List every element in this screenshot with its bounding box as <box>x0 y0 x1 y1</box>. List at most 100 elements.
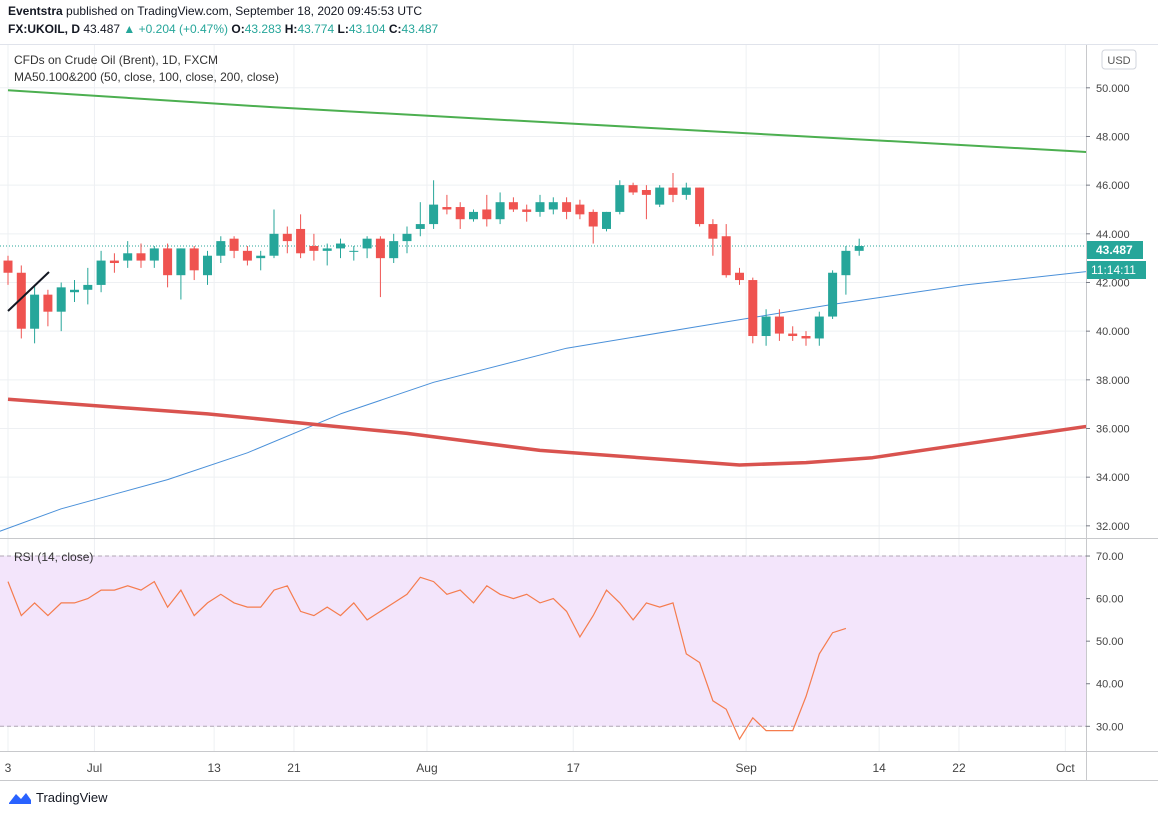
time-tick-label: 14 <box>872 761 886 775</box>
price-tag-text: 43.487 <box>1096 243 1133 257</box>
rsi-line <box>7 576 847 741</box>
chart-frame <box>0 44 1158 781</box>
time-tick-label: Sep <box>735 761 757 775</box>
candle-body <box>841 250 851 276</box>
price-change: +0.204 (+0.47%) <box>138 22 229 36</box>
candle-body <box>429 204 439 225</box>
candle-body <box>495 202 505 220</box>
price-tick-label: 36.000 <box>1096 423 1130 435</box>
rsi-pane <box>7 576 847 741</box>
candle-body <box>203 255 212 276</box>
currency-label: USD <box>1107 55 1130 67</box>
candle-body <box>415 224 425 229</box>
price-axis[interactable]: 50.000 48.000 46.000 44.000 42.000 40.000 38.0… <box>1086 83 1130 533</box>
time-tick-label: 3 <box>5 761 12 775</box>
candles <box>3 172 864 346</box>
candle-body <box>814 316 824 339</box>
grid-lines <box>0 44 1086 751</box>
candle-body <box>229 238 239 251</box>
candle-body <box>362 238 372 249</box>
rsi-band <box>0 556 1086 727</box>
candle-body <box>748 280 758 337</box>
close-value: 43.487 <box>401 22 439 36</box>
price-tag: 43.487 <box>1087 241 1143 259</box>
candle-body <box>149 248 159 261</box>
brand-label: TradingView <box>36 790 108 805</box>
close-label: C: <box>388 22 402 36</box>
time-tick-label: 22 <box>952 761 966 775</box>
countdown-tag: 11:14:11 <box>1087 261 1146 279</box>
candle-body <box>788 333 798 337</box>
open-label: O: <box>231 22 245 36</box>
trend-line-drawing[interactable] <box>7 271 50 312</box>
time-tick-label: Oct <box>1056 761 1075 775</box>
candle-body <box>189 248 199 271</box>
candle-body <box>136 253 146 261</box>
candle-body <box>296 228 306 254</box>
candle-body <box>695 187 705 225</box>
candle-body <box>16 272 26 329</box>
time-tick-label: Jul <box>87 761 102 775</box>
ma-line <box>7 89 1086 153</box>
candle-body <box>269 233 279 256</box>
candle-body <box>588 211 598 227</box>
price-tick-label: 44.000 <box>1096 229 1130 241</box>
tradingview-logo-icon <box>9 792 31 804</box>
time-axis[interactable]: 3 Jul 13 21 Aug 17 Sep 14 22 Oct <box>5 761 1076 775</box>
candle-body <box>455 207 465 220</box>
last-price: 43.487 <box>83 22 121 36</box>
price-tick-label: 32.000 <box>1096 521 1130 533</box>
publish-info: published on TradingView.com, September … <box>66 4 423 18</box>
currency-button[interactable]: USD <box>1101 49 1137 70</box>
time-tick-label: 17 <box>567 761 581 775</box>
candle-body <box>482 209 492 220</box>
candle-body <box>522 209 532 212</box>
rsi-tick-label: 30.00 <box>1096 721 1124 733</box>
countdown-tag-text: 11:14:11 <box>1091 263 1136 277</box>
up-triangle-icon: ▲ <box>123 22 136 36</box>
candle-body <box>96 260 106 285</box>
candle-body <box>56 287 66 312</box>
time-tick-label: 13 <box>207 761 221 775</box>
candle-body <box>282 233 292 242</box>
rsi-tick-label: 60.00 <box>1096 594 1124 606</box>
candle-body <box>655 187 665 205</box>
moving-averages <box>0 89 1086 532</box>
low-label: L: <box>337 22 349 36</box>
rsi-tick-label: 40.00 <box>1096 679 1124 691</box>
candle-body <box>256 255 266 259</box>
ma-line <box>0 271 1086 532</box>
candle-body <box>761 316 771 337</box>
candle-body <box>828 272 838 317</box>
candle-body <box>389 241 399 259</box>
candle-body <box>801 336 811 339</box>
candle-body <box>109 260 119 264</box>
candle-body <box>309 245 319 251</box>
low-value: 43.104 <box>348 22 386 36</box>
price-tick-label: 38.000 <box>1096 375 1130 387</box>
high-value: 43.774 <box>297 22 335 36</box>
candle-body <box>30 294 40 329</box>
candle-body <box>216 241 226 256</box>
candle-body <box>163 248 173 276</box>
high-label: H: <box>284 22 298 36</box>
symbol-line: FX:UKOIL, D 43.487 ▲ +0.204 (+0.47%) O:4… <box>8 22 438 36</box>
candle-body <box>548 202 558 210</box>
candle-body <box>83 284 93 290</box>
candle-body <box>708 224 718 239</box>
candle-body <box>43 294 53 312</box>
rsi-axis[interactable]: 70.00 60.00 50.00 40.00 30.00 <box>1086 551 1124 733</box>
candle-body <box>375 238 385 259</box>
candle-body <box>349 250 359 252</box>
price-tick-label: 42.000 <box>1096 277 1130 289</box>
candle-body <box>176 248 186 276</box>
candle-body <box>508 202 518 210</box>
tradingview-brand[interactable]: TradingView <box>8 790 108 805</box>
candle-body <box>681 187 691 195</box>
candle-body <box>628 185 638 193</box>
candle-body <box>336 243 345 249</box>
open-value: 43.283 <box>244 22 282 36</box>
rsi-tick-label: 70.00 <box>1096 551 1124 563</box>
price-tick-label: 48.000 <box>1096 131 1130 143</box>
